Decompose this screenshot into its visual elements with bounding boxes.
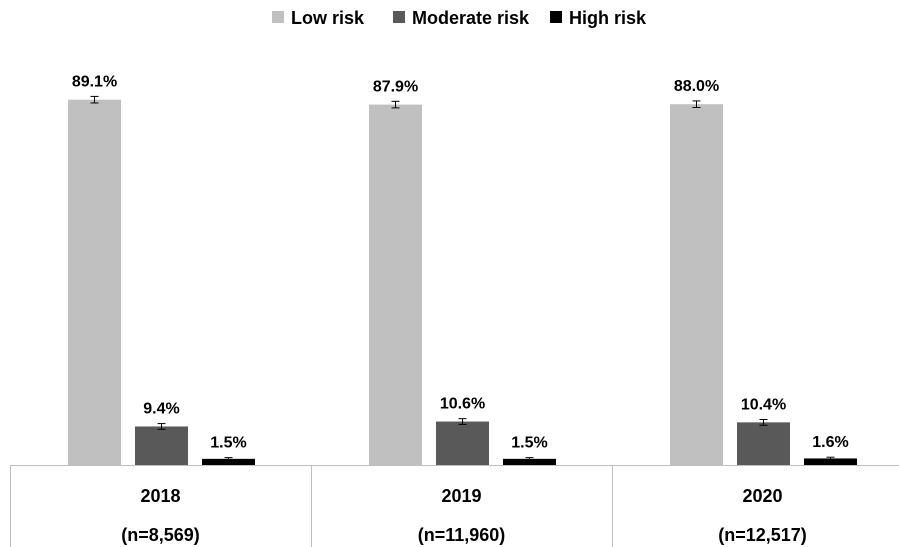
data-label: 9.4% xyxy=(143,401,179,418)
category-axis-table: 2018 (n=8,569) 2019 (n=11,960) 2020 (n=12,517… xyxy=(10,465,899,547)
bar-2020-series-1 xyxy=(670,104,723,465)
data-label: 88.0% xyxy=(674,78,719,95)
bar-2018-series-2 xyxy=(135,426,188,465)
error-bar xyxy=(692,100,701,108)
data-label: 1.5% xyxy=(511,435,547,452)
category-sample-size: (n=8,569) xyxy=(121,525,200,545)
data-label: 10.4% xyxy=(741,396,786,413)
category-sample-size: (n=11,960) xyxy=(418,525,506,545)
data-label: 1.5% xyxy=(210,435,246,452)
legend-swatch-3 xyxy=(550,11,562,23)
data-label: 89.1% xyxy=(72,73,117,90)
bar-2019-series-1 xyxy=(369,104,422,466)
legend-swatch-2 xyxy=(393,11,405,23)
error-bar xyxy=(525,457,534,461)
data-label: 10.6% xyxy=(440,396,485,413)
error-bar xyxy=(826,456,835,461)
category-label: 2020 xyxy=(742,486,782,506)
legend-label-2: Moderate risk xyxy=(412,8,530,28)
category-sample-size: (n=12,517) xyxy=(718,525,807,545)
data-label: 87.9% xyxy=(373,78,418,95)
bar-2018-series-3 xyxy=(202,458,255,465)
bar-2019-series-2 xyxy=(436,421,489,465)
legend-label-3: High risk xyxy=(569,8,647,28)
category-label: 2019 xyxy=(441,486,481,506)
bar-2019-series-3 xyxy=(503,458,556,465)
data-label: 1.6% xyxy=(812,434,848,451)
legend-swatch-1 xyxy=(272,11,284,23)
category-label: 2018 xyxy=(140,486,180,506)
legend-label-1: Low risk xyxy=(291,8,365,28)
error-bar xyxy=(391,100,400,109)
bar-2020-series-2 xyxy=(737,422,790,465)
bar-2020-series-3 xyxy=(804,458,857,465)
plot-area: 89.1% 9.4% 1.5% 87.9% 10.6% 1.5% 88.0% 10.4% 1.6… xyxy=(68,73,857,466)
error-bar xyxy=(224,457,233,461)
legend: Low risk Moderate risk High risk xyxy=(272,8,647,28)
bar-2018-series-1 xyxy=(68,99,121,465)
error-bar xyxy=(458,418,467,425)
error-bar xyxy=(90,95,99,104)
error-bar xyxy=(759,418,768,426)
error-bar xyxy=(157,423,166,430)
